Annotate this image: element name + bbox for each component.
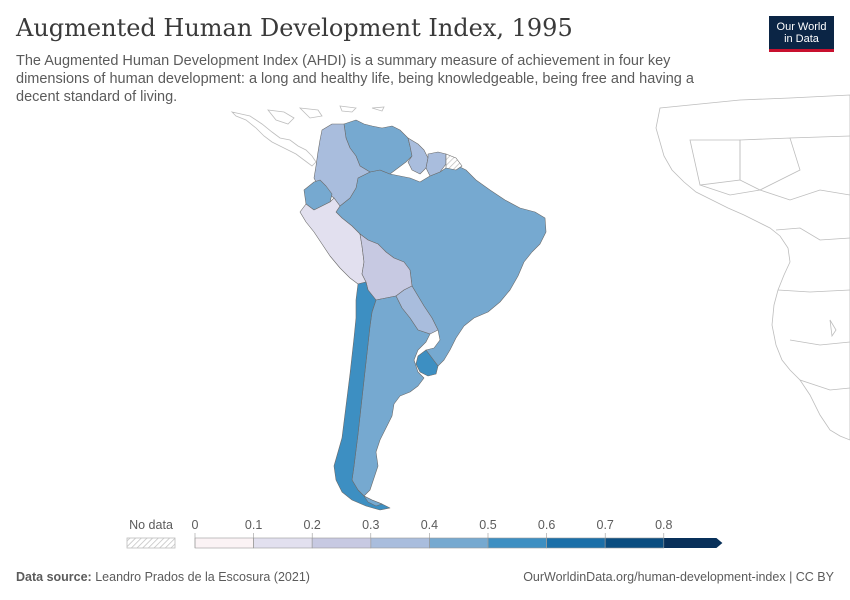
country-guyana[interactable] [407, 137, 429, 175]
legend-tick-label: 0.2 [304, 518, 321, 532]
south-america [299, 119, 547, 511]
legend-tick-label: 0 [192, 518, 199, 532]
legend-bin-1[interactable] [253, 537, 313, 549]
legend-bin-3[interactable] [370, 537, 430, 549]
legend-tick-label: 0.4 [421, 518, 438, 532]
legend-bin-7[interactable] [604, 537, 665, 549]
tierra-del-fuego [363, 495, 383, 507]
legend-bin-5[interactable] [487, 537, 547, 549]
africa-outline [655, 94, 850, 441]
footer-source-label: Data source: [16, 570, 92, 584]
chart-subtitle: The Augmented Human Development Index (A… [16, 53, 694, 105]
country-suriname[interactable] [425, 151, 447, 177]
footer-source-text[interactable]: Leandro Prados de la Escosura (2021) [95, 570, 310, 584]
legend-tick-label: 0.6 [538, 518, 555, 532]
legend-tick-label: 0.1 [245, 518, 262, 532]
legend-tick-label: 0.5 [479, 518, 496, 532]
country-french-guiana[interactable] [445, 153, 463, 171]
legend-tick-label: 0.3 [362, 518, 379, 532]
legend: No data 0 0.1 0.2 0.3 0.4 0.5 0.6 0.7 0.8 [126, 518, 723, 549]
legend-bin-4[interactable] [429, 537, 489, 549]
owid-logo[interactable]: Our World in Data [769, 16, 834, 52]
legend-bin-6[interactable] [546, 537, 606, 549]
logo-line-2: in Data [784, 33, 819, 45]
legend-bin-arrow[interactable] [663, 538, 723, 548]
legend-tick-labels: 0 0.1 0.2 0.3 0.4 0.5 0.6 0.7 0.8 [192, 518, 673, 548]
chart-title: Augmented Human Development Index, 1995 [16, 14, 573, 42]
central-america-outline [230, 105, 385, 167]
footer-source: Data source: Leandro Prados de la Escosu… [16, 570, 310, 584]
country-colombia[interactable] [313, 123, 371, 207]
footer-url[interactable]: OurWorldinData.org/human-development-ind… [523, 570, 834, 584]
legend-bin-0[interactable] [194, 537, 254, 549]
legend-no-data-label: No data [129, 518, 173, 532]
legend-no-data-swatch[interactable] [126, 537, 176, 549]
country-uruguay[interactable] [415, 349, 439, 377]
logo-line-1: Our World [776, 21, 827, 33]
legend-tick-label: 0.8 [655, 518, 672, 532]
legend-color-scale [194, 537, 723, 549]
legend-tick-label: 0.7 [597, 518, 614, 532]
legend-bin-2[interactable] [311, 537, 372, 549]
